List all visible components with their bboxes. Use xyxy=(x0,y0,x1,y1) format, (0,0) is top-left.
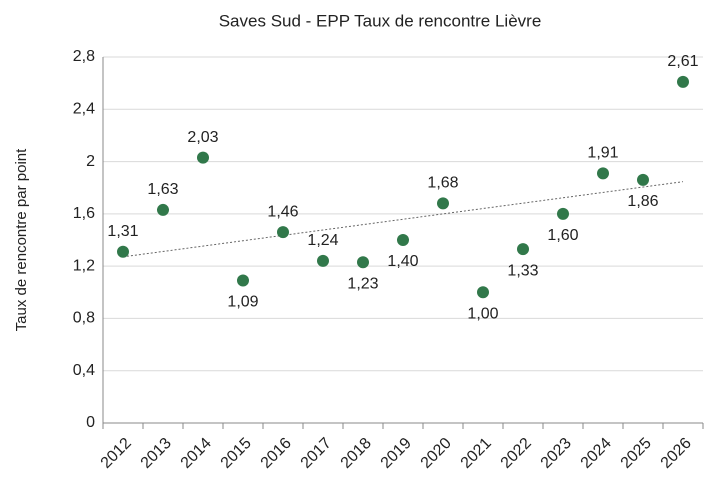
x-tick-label: 2024 xyxy=(578,435,615,472)
x-tick-label: 2017 xyxy=(298,435,335,472)
x-tick-label: 2015 xyxy=(218,435,255,472)
data-label: 1,23 xyxy=(347,275,378,292)
point xyxy=(277,226,289,239)
data-label: 2,61 xyxy=(667,53,698,70)
point xyxy=(237,274,249,287)
x-tick-label: 2020 xyxy=(418,435,455,472)
y-tick-label: 2,4 xyxy=(73,101,95,118)
data-label: 2,03 xyxy=(187,129,218,146)
data-label: 1,86 xyxy=(627,193,658,210)
x-tick-label: 2014 xyxy=(178,435,215,472)
y-tick-label: 1,6 xyxy=(73,205,95,222)
y-tick-label: 0,4 xyxy=(73,362,95,379)
point xyxy=(317,254,329,267)
point xyxy=(557,207,569,220)
chart-title: Saves Sud - EPP Taux de rencontre Lièvre xyxy=(219,11,542,30)
x-tick-label: 2022 xyxy=(498,435,535,472)
point xyxy=(197,151,209,164)
x-tick-label: 2026 xyxy=(658,435,695,472)
data-label: 1,63 xyxy=(147,181,178,198)
data-label: 1,60 xyxy=(547,227,578,244)
point xyxy=(437,197,449,210)
y-tick-label: 1,2 xyxy=(73,257,95,274)
data-label: 1,31 xyxy=(107,223,138,240)
y-tick-label: 2,8 xyxy=(73,48,95,65)
y-tick-label: 0,8 xyxy=(73,310,95,327)
point xyxy=(517,243,529,256)
y-axis-title: Taux de rencontre par point xyxy=(13,148,30,331)
data-label: 1,91 xyxy=(587,145,618,162)
point xyxy=(357,256,369,269)
x-tick-label: 2012 xyxy=(98,435,135,472)
point xyxy=(157,203,169,216)
x-tick-label: 2018 xyxy=(338,435,375,472)
data-label: 1,68 xyxy=(427,175,458,192)
data-label: 1,09 xyxy=(227,294,258,311)
y-tick-label: 0 xyxy=(86,414,95,431)
point xyxy=(477,286,489,299)
data-label: 1,40 xyxy=(387,253,418,270)
x-tick-label: 2016 xyxy=(258,435,295,472)
data-label: 1,00 xyxy=(467,306,498,323)
data-label: 1,33 xyxy=(507,262,538,279)
point xyxy=(597,167,609,180)
point xyxy=(637,173,649,186)
x-tick-label: 2013 xyxy=(138,435,175,472)
x-tick-label: 2019 xyxy=(378,435,415,472)
y-tick-label: 2 xyxy=(86,153,95,170)
data-label: 1,46 xyxy=(267,203,298,220)
data-label: 1,24 xyxy=(307,232,338,249)
x-tick-label: 2023 xyxy=(538,435,575,472)
x-tick-label: 2025 xyxy=(618,435,655,472)
x-tick-label: 2021 xyxy=(458,435,495,472)
point xyxy=(117,245,129,258)
point xyxy=(677,75,689,88)
point xyxy=(397,234,409,246)
